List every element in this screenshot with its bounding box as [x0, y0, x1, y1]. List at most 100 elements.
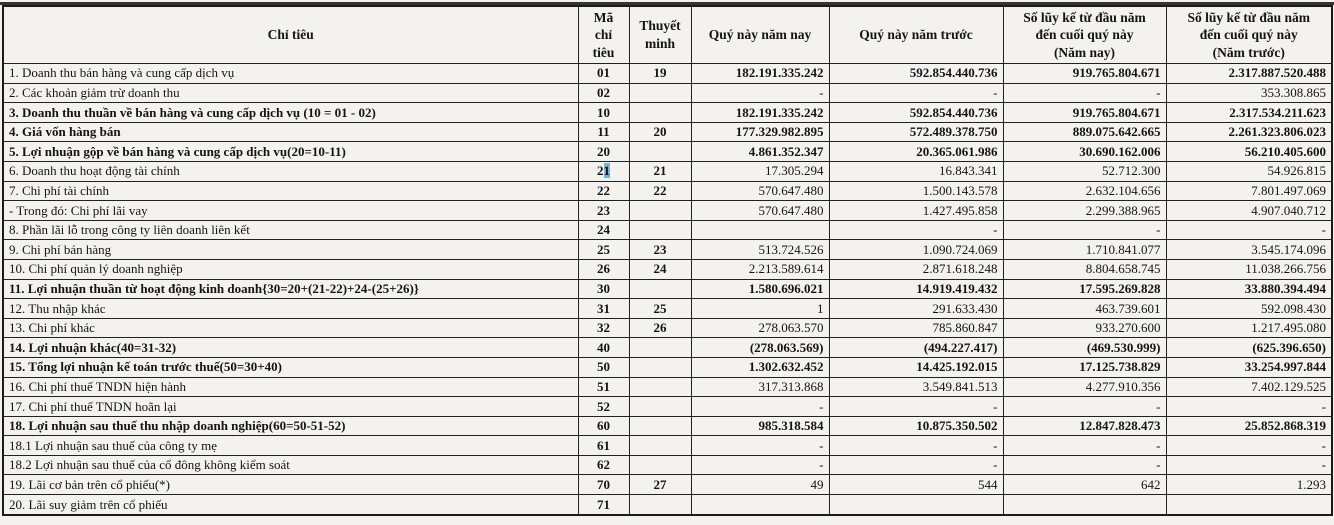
cell-chi-tieu: 20. Lãi suy giảm trên cổ phiếu [2, 494, 579, 516]
cell-quy-nay-nam-truoc [828, 494, 1004, 516]
cell-luy-ke-nam-nay: 12.847.828.473 [1002, 415, 1167, 437]
cell-luy-ke-nam-nay: 1.710.841.077 [1002, 239, 1167, 260]
cell-chi-tieu: - Trong đó: Chi phí lãi vay [2, 200, 579, 221]
cell-luy-ke-nam-truoc: 25.852.868.319 [1165, 415, 1333, 437]
cell-quy-nay-nam-truoc: 10.875.350.502 [828, 415, 1004, 437]
cell-quy-nay-nam-truoc: - [828, 435, 1004, 456]
cell-quy-nay-nam-nay: 49 [690, 474, 830, 496]
income-statement-table: Chỉ tiêu Mã chỉ tiêu Thuyết minh Quý này… [2, 5, 1333, 516]
cell-quy-nay-nam-nay: (278.063.569) [690, 337, 830, 358]
table-header: Chỉ tiêu Mã chỉ tiêu Thuyết minh Quý này… [2, 5, 1333, 64]
table-row: 10. Chi phí quản lý doanh nghiệp 26 24 2.21… [2, 258, 1333, 280]
cell-thuyet-minh: 26 [628, 317, 692, 339]
cell-luy-ke-nam-nay: 4.277.910.356 [1002, 376, 1167, 398]
cell-chi-tieu: 3. Doanh thu thuần về bán hàng và cung c… [2, 102, 579, 123]
cell-quy-nay-nam-nay: 278.063.570 [690, 317, 830, 339]
cell-quy-nay-nam-nay [690, 219, 830, 241]
cell-quy-nay-nam-truoc: 572.489.378.750 [828, 121, 1004, 143]
table-row: 8. Phần lãi lỗ trong công ty liên doanh … [2, 219, 1333, 241]
table-body: 1. Doanh thu bán hàng và cung cấp dịch v… [2, 63, 1333, 516]
table-row: 12. Thu nhập khác 31 25 1 291.633.430 463.739… [2, 298, 1333, 319]
cell-chi-tieu: 14. Lợi nhuận khác(40=31-32) [2, 337, 579, 358]
cell-quy-nay-nam-nay: 182.191.335.242 [690, 63, 830, 84]
cell-luy-ke-nam-nay: (469.530.999) [1002, 337, 1167, 358]
cell-quy-nay-nam-nay: 570.647.480 [690, 180, 830, 202]
table-row: 11. Lợi nhuận thuần từ hoạt động kinh do… [2, 278, 1333, 300]
cell-ma-chi-tieu: 60 [577, 415, 630, 437]
cell-thuyet-minh [628, 278, 692, 300]
cell-ma-chi-tieu: 26 [577, 258, 630, 280]
cell-ma-chi-tieu: 50 [577, 356, 630, 378]
header-luy-ke-nam-nay: Số lũy kế từ đầu năm đến cuối quý này (N… [1002, 5, 1167, 64]
cell-chi-tieu: 5. Lợi nhuận gộp về bán hàng và cung cấp… [2, 141, 579, 162]
cell-quy-nay-nam-truoc: 14.919.419.432 [828, 278, 1004, 300]
cell-quy-nay-nam-truoc: 14.425.192.015 [828, 356, 1004, 378]
cell-luy-ke-nam-truoc: 1.293 [1165, 474, 1333, 496]
cell-quy-nay-nam-nay: - [690, 454, 830, 476]
cell-thuyet-minh [628, 435, 692, 456]
cell-luy-ke-nam-truoc: 592.098.430 [1165, 298, 1333, 319]
cell-thuyet-minh [628, 494, 692, 516]
cell-ma-chi-tieu: 01 [577, 63, 630, 84]
table-row: 13. Chi phí khác 32 26 278.063.570 785.860.8… [2, 317, 1333, 339]
cell-luy-ke-nam-nay: - [1002, 454, 1167, 476]
header-chi-tieu: Chỉ tiêu [2, 5, 579, 64]
header-thuyet-minh: Thuyết minh [628, 5, 692, 64]
cell-quy-nay-nam-truoc: - [828, 219, 1004, 241]
cell-chi-tieu: 2. Các khoản giảm trừ doanh thu [2, 82, 579, 104]
cell-thuyet-minh [628, 219, 692, 241]
cell-luy-ke-nam-nay: - [1002, 82, 1167, 104]
cell-quy-nay-nam-nay: 1.580.696.021 [690, 278, 830, 300]
cell-thuyet-minh: 24 [628, 258, 692, 280]
cell-ma-chi-tieu: 30 [577, 278, 630, 300]
cell-ma-chi-tieu: 21 [577, 160, 630, 182]
table-row: 16. Chi phí thuế TNDN hiện hành 51 317.313… [2, 376, 1333, 398]
cell-ma-chi-tieu: 40 [577, 337, 630, 358]
cell-luy-ke-nam-truoc: 4.907.040.712 [1165, 200, 1333, 221]
cell-quy-nay-nam-truoc: 1.500.143.578 [828, 180, 1004, 202]
cell-quy-nay-nam-nay: 177.329.982.895 [690, 121, 830, 143]
cell-chi-tieu: 13. Chi phí khác [2, 317, 579, 339]
cell-quy-nay-nam-nay: 1.302.632.452 [690, 356, 830, 378]
cell-quy-nay-nam-truoc: 3.549.841.513 [828, 376, 1004, 398]
cell-ma-chi-tieu: 20 [577, 141, 630, 162]
cell-chi-tieu: 1. Doanh thu bán hàng và cung cấp dịch v… [2, 63, 579, 84]
cell-luy-ke-nam-truoc: 1.217.495.080 [1165, 317, 1333, 339]
cell-luy-ke-nam-truoc: 2.317.534.211.623 [1165, 102, 1333, 123]
cell-quy-nay-nam-truoc: 1.427.495.858 [828, 200, 1004, 221]
cell-thuyet-minh [628, 376, 692, 398]
cell-quy-nay-nam-truoc: 2.871.618.248 [828, 258, 1004, 280]
cell-luy-ke-nam-nay: 2.299.388.965 [1002, 200, 1167, 221]
cell-quy-nay-nam-truoc: 16.843.341 [828, 160, 1004, 182]
cell-quy-nay-nam-truoc: 291.633.430 [828, 298, 1004, 319]
cell-quy-nay-nam-nay: 985.318.584 [690, 415, 830, 437]
cell-quy-nay-nam-nay: - [690, 396, 830, 417]
cell-thuyet-minh: 22 [628, 180, 692, 202]
cell-ma-chi-tieu: 23 [577, 200, 630, 221]
cell-thuyet-minh [628, 102, 692, 123]
table-row: 6. Doanh thu hoạt động tài chính 21 21 17.3… [2, 160, 1333, 182]
cell-ma-chi-tieu: 02 [577, 82, 630, 104]
scan-edge-line [0, 2, 1334, 5]
cell-quy-nay-nam-truoc: - [828, 82, 1004, 104]
cell-chi-tieu: 12. Thu nhập khác [2, 298, 579, 319]
cell-quy-nay-nam-nay: 17.305.294 [690, 160, 830, 182]
cell-chi-tieu: 10. Chi phí quản lý doanh nghiệp [2, 258, 579, 280]
header-row: Chỉ tiêu Mã chỉ tiêu Thuyết minh Quý này… [2, 5, 1333, 64]
cell-luy-ke-nam-truoc: 33.254.997.844 [1165, 356, 1333, 378]
cell-quy-nay-nam-truoc: 544 [828, 474, 1004, 496]
cell-luy-ke-nam-nay: 8.804.658.745 [1002, 258, 1167, 280]
cell-luy-ke-nam-truoc: 11.038.266.756 [1165, 258, 1333, 280]
cell-luy-ke-nam-truoc: - [1165, 396, 1333, 417]
cell-quy-nay-nam-nay [690, 494, 830, 516]
cell-luy-ke-nam-truoc: 33.880.394.494 [1165, 278, 1333, 300]
table-row: 18.1 Lợi nhuận sau thuế của công ty mẹ 61… [2, 435, 1333, 456]
cell-quy-nay-nam-truoc: 592.854.440.736 [828, 102, 1004, 123]
cell-quy-nay-nam-nay: 1 [690, 298, 830, 319]
table-row: 18.2 Lợi nhuận sau thuế của cổ đông khôn… [2, 454, 1333, 476]
table-row: 2. Các khoản giảm trừ doanh thu 02- - -353.… [2, 82, 1333, 104]
cell-ma-chi-tieu: 62 [577, 454, 630, 476]
cell-quy-nay-nam-truoc: - [828, 396, 1004, 417]
cell-luy-ke-nam-truoc: 3.545.174.096 [1165, 239, 1333, 260]
table-row: 14. Lợi nhuận khác(40=31-32) 40 (278.063.5… [2, 337, 1333, 358]
